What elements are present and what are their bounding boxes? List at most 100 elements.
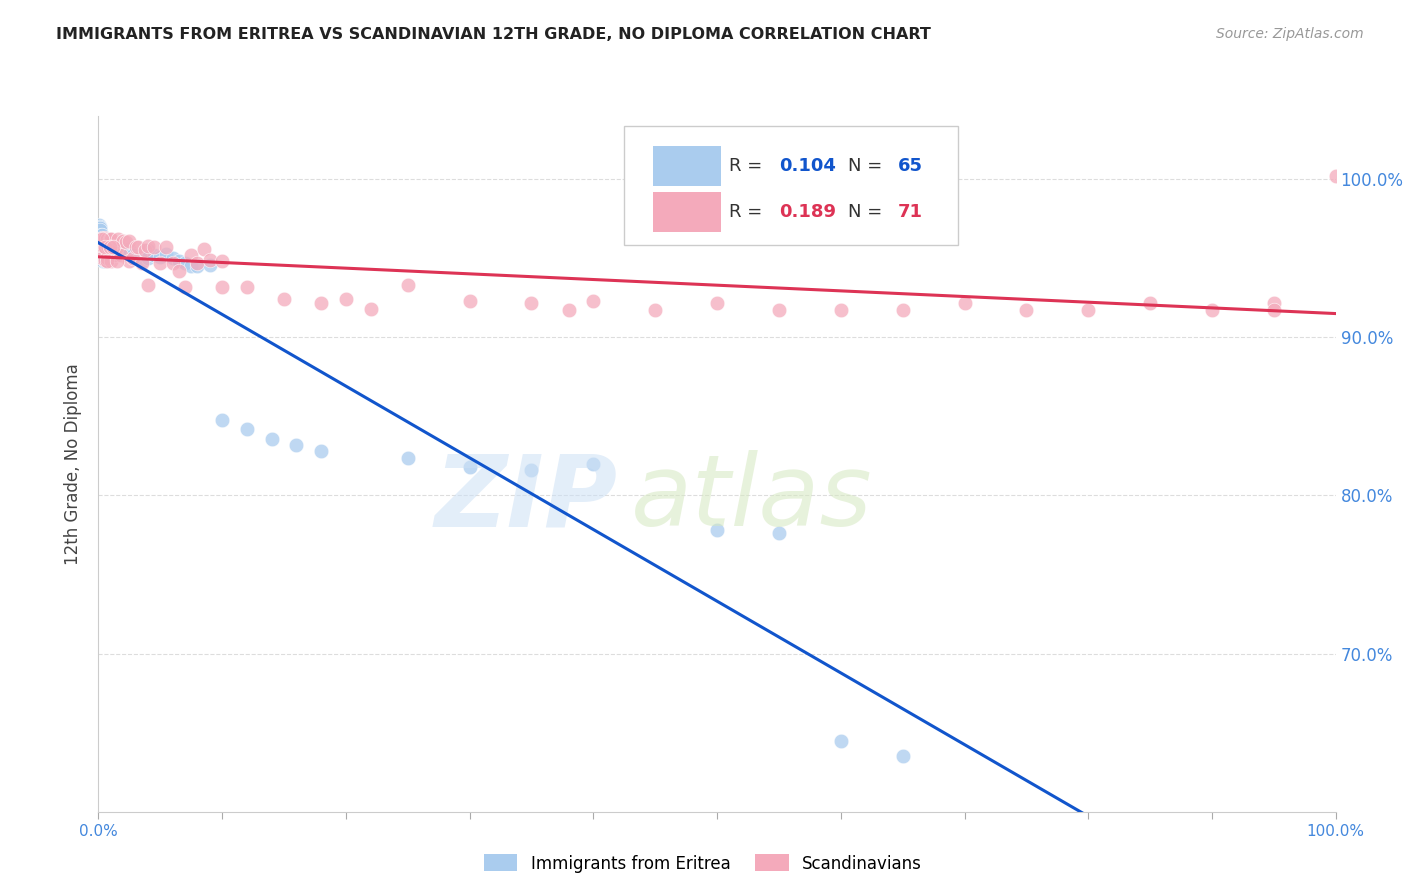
Point — [93, 240, 115, 254]
Text: atlas: atlas — [630, 450, 872, 547]
Point — [98, 240, 121, 254]
Point — [124, 240, 146, 254]
Point — [93, 231, 115, 245]
Point — [118, 254, 141, 268]
Point — [90, 227, 112, 242]
Point — [110, 244, 132, 259]
Point — [91, 246, 114, 260]
Point — [557, 303, 579, 318]
Point — [309, 295, 332, 310]
Point — [105, 242, 128, 256]
Point — [1139, 295, 1161, 310]
Point — [91, 231, 114, 245]
Text: 71: 71 — [897, 203, 922, 221]
Point — [396, 450, 419, 465]
Point — [96, 248, 118, 262]
Point — [768, 303, 790, 318]
Point — [110, 248, 132, 262]
Point — [90, 240, 112, 254]
Point — [98, 232, 121, 246]
Point — [198, 252, 221, 267]
Point — [830, 733, 852, 747]
Text: N =: N = — [848, 157, 889, 175]
Point — [103, 238, 125, 252]
Point — [93, 246, 115, 260]
Point — [260, 432, 283, 446]
Point — [174, 256, 197, 270]
Point — [97, 248, 120, 262]
Point — [891, 749, 914, 764]
Point — [335, 293, 357, 307]
Point — [193, 242, 215, 256]
Point — [706, 523, 728, 537]
FancyBboxPatch shape — [652, 146, 721, 186]
Point — [134, 244, 156, 258]
Point — [96, 252, 118, 266]
Point — [122, 248, 145, 262]
Point — [94, 240, 117, 254]
Point — [285, 438, 308, 452]
Point — [149, 256, 172, 270]
Point — [136, 238, 159, 252]
Point — [830, 303, 852, 318]
Point — [186, 259, 208, 273]
Point — [180, 248, 202, 262]
Point — [155, 240, 177, 254]
Point — [136, 278, 159, 293]
FancyBboxPatch shape — [652, 192, 721, 232]
Point — [520, 463, 543, 477]
Point — [100, 250, 122, 264]
Point — [93, 238, 115, 252]
Point — [103, 238, 125, 252]
Point — [143, 240, 166, 254]
Point — [97, 238, 120, 252]
Point — [131, 254, 153, 268]
Point — [174, 279, 197, 293]
Text: R =: R = — [730, 157, 769, 175]
Y-axis label: 12th Grade, No Diploma: 12th Grade, No Diploma — [65, 363, 83, 565]
Point — [100, 254, 122, 268]
Point — [768, 526, 790, 541]
Text: 65: 65 — [897, 157, 922, 175]
Point — [89, 218, 111, 232]
Text: IMMIGRANTS FROM ERITREA VS SCANDINAVIAN 12TH GRADE, NO DIPLOMA CORRELATION CHART: IMMIGRANTS FROM ERITREA VS SCANDINAVIAN … — [56, 27, 931, 42]
Point — [1201, 303, 1223, 318]
Point — [112, 242, 135, 256]
Point — [891, 303, 914, 318]
Point — [89, 221, 111, 235]
Legend: Immigrants from Eritrea, Scandinavians: Immigrants from Eritrea, Scandinavians — [478, 847, 928, 880]
Point — [162, 252, 184, 266]
Text: 0.189: 0.189 — [779, 203, 837, 221]
Point — [167, 264, 190, 278]
Point — [236, 422, 259, 436]
Point — [100, 232, 122, 246]
Point — [93, 240, 115, 254]
Point — [93, 246, 115, 260]
Point — [93, 252, 115, 267]
Point — [91, 235, 114, 250]
Point — [94, 248, 117, 262]
Point — [582, 293, 605, 308]
Point — [186, 256, 208, 270]
Point — [91, 252, 114, 266]
Point — [93, 240, 115, 254]
Point — [103, 248, 125, 262]
Point — [309, 444, 332, 458]
Point — [706, 295, 728, 310]
Point — [273, 293, 295, 307]
Point — [93, 254, 115, 268]
Point — [1324, 169, 1347, 183]
Point — [236, 279, 259, 293]
Point — [1077, 303, 1099, 318]
Point — [458, 460, 481, 475]
Text: N =: N = — [848, 203, 889, 221]
Point — [127, 240, 149, 254]
Point — [1015, 303, 1038, 318]
Text: 0.104: 0.104 — [779, 157, 835, 175]
Point — [136, 244, 159, 258]
Point — [198, 258, 221, 272]
Point — [90, 232, 112, 246]
Point — [96, 232, 118, 246]
Point — [91, 227, 114, 242]
Point — [93, 235, 115, 250]
